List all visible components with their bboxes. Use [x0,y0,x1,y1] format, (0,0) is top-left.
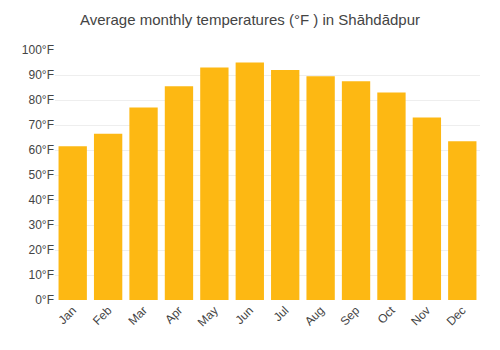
svg-text:Oct: Oct [375,303,399,327]
svg-text:60°F: 60°F [29,143,54,157]
svg-text:100°F: 100°F [22,43,54,57]
svg-text:20°F: 20°F [29,243,54,257]
svg-text:Sep: Sep [337,303,362,328]
svg-text:50°F: 50°F [29,168,54,182]
svg-text:40°F: 40°F [29,193,54,207]
svg-text:Nov: Nov [408,303,433,328]
svg-text:Aug: Aug [302,303,327,328]
svg-text:Average monthly temperatures (: Average monthly temperatures (°F ) in Sh… [80,11,420,28]
svg-text:Dec: Dec [444,303,469,328]
svg-text:90°F: 90°F [29,68,54,82]
svg-text:Jul: Jul [271,303,292,324]
svg-text:Feb: Feb [90,303,115,328]
svg-text:Mar: Mar [125,303,150,328]
svg-text:0°F: 0°F [35,293,54,307]
svg-text:Jan: Jan [55,303,79,327]
svg-text:30°F: 30°F [29,218,54,232]
svg-text:10°F: 10°F [29,268,54,282]
svg-text:Apr: Apr [162,303,185,326]
svg-text:Jun: Jun [233,303,257,327]
svg-text:70°F: 70°F [29,118,54,132]
svg-text:May: May [195,303,221,329]
svg-text:80°F: 80°F [29,93,54,107]
